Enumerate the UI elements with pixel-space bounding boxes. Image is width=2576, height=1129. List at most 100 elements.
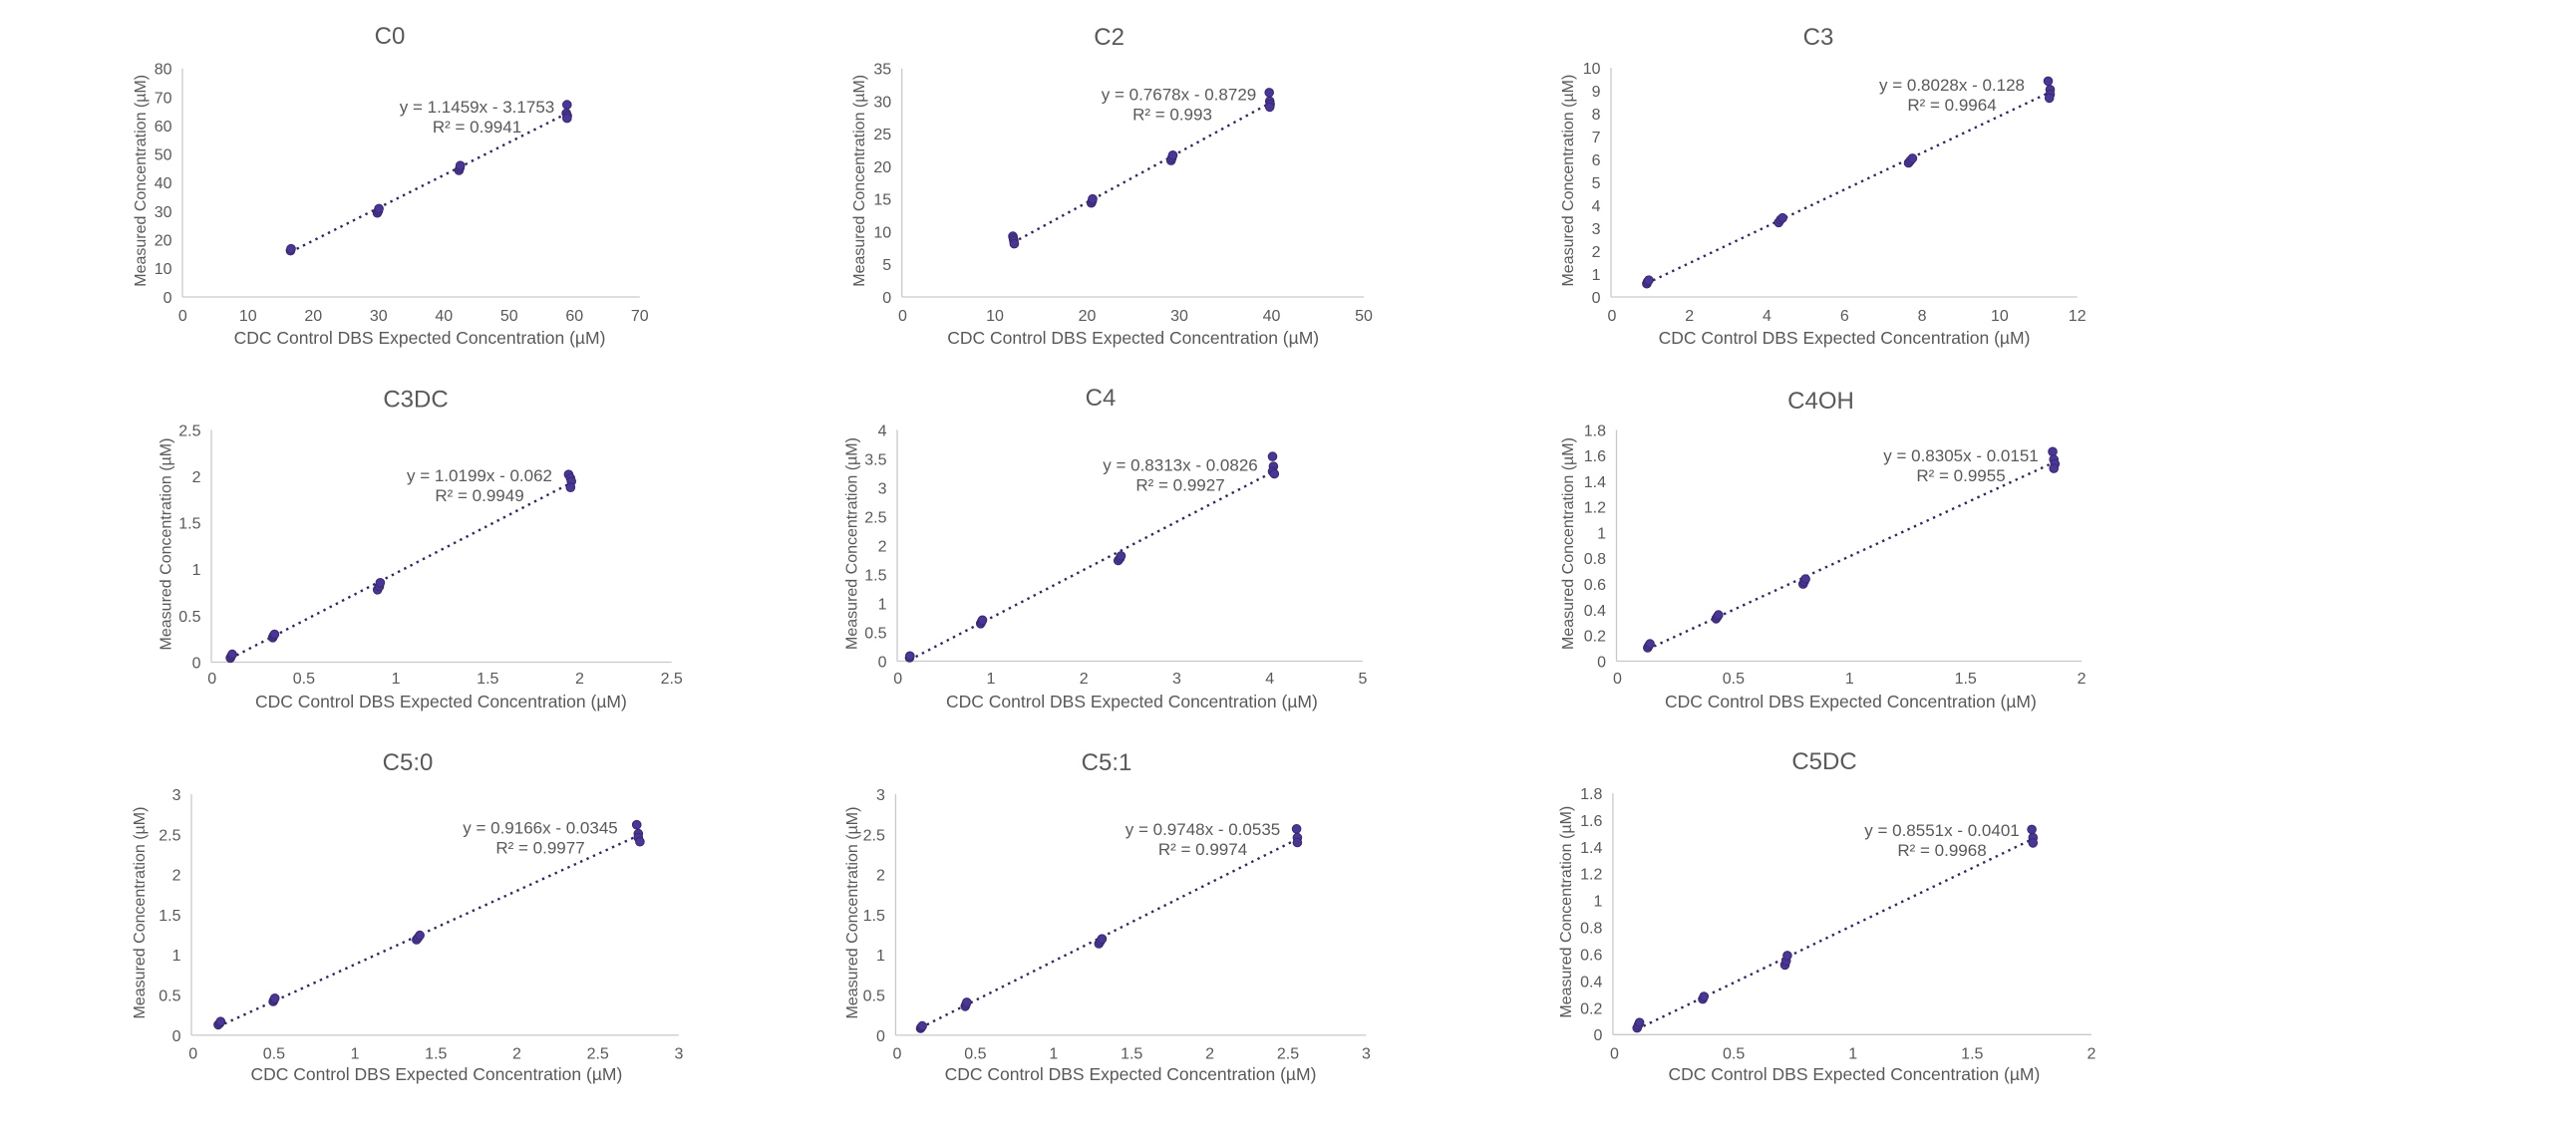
- svg-text:50: 50: [1355, 308, 1373, 325]
- svg-text:y = 0.8028x - 0.128: y = 0.8028x - 0.128: [1879, 76, 2025, 95]
- svg-text:20: 20: [155, 233, 172, 250]
- svg-text:CDC Control DBS Expected Conce: CDC Control DBS Expected Concentration (…: [255, 692, 627, 711]
- svg-text:2.5: 2.5: [863, 827, 885, 844]
- svg-text:C2: C2: [1094, 24, 1125, 51]
- svg-text:2: 2: [512, 1045, 521, 1062]
- svg-text:y = 0.8551x - 0.0401: y = 0.8551x - 0.0401: [1864, 821, 2019, 840]
- svg-text:y = 0.8305x - 0.0151: y = 0.8305x - 0.0151: [1883, 446, 2038, 465]
- svg-text:3: 3: [876, 787, 885, 804]
- svg-text:5: 5: [1592, 175, 1601, 192]
- svg-text:CDC Control DBS Expected Conce: CDC Control DBS Expected Concentration (…: [234, 328, 606, 348]
- svg-text:6: 6: [1840, 308, 1849, 325]
- svg-text:C5DC: C5DC: [1791, 748, 1856, 775]
- svg-text:R² = 0.9955: R² = 0.9955: [1916, 466, 2005, 485]
- svg-text:0: 0: [1607, 308, 1616, 325]
- svg-text:10: 10: [155, 261, 172, 278]
- svg-text:CDC Control DBS Expected Conce: CDC Control DBS Expected Concentration (…: [947, 328, 1319, 348]
- svg-text:0: 0: [178, 308, 187, 325]
- svg-text:1: 1: [986, 671, 995, 688]
- svg-text:C4: C4: [1086, 385, 1117, 412]
- svg-text:5: 5: [1358, 671, 1367, 688]
- svg-text:1.4: 1.4: [1584, 474, 1606, 491]
- svg-text:15: 15: [873, 192, 891, 209]
- svg-text:0: 0: [878, 654, 887, 671]
- svg-text:0.5: 0.5: [293, 671, 315, 688]
- svg-text:50: 50: [155, 147, 172, 164]
- svg-text:60: 60: [565, 308, 583, 325]
- svg-text:0.5: 0.5: [864, 625, 886, 642]
- svg-text:3: 3: [1362, 1045, 1371, 1062]
- svg-text:CDC Control DBS Expected Conce: CDC Control DBS Expected Concentration (…: [946, 692, 1318, 711]
- svg-text:1.2: 1.2: [1584, 500, 1606, 517]
- svg-text:0: 0: [207, 671, 216, 688]
- svg-text:1.2: 1.2: [1580, 867, 1602, 884]
- svg-text:1.5: 1.5: [1955, 671, 1977, 688]
- svg-text:2: 2: [1685, 308, 1694, 325]
- svg-text:1: 1: [1049, 1045, 1058, 1062]
- svg-text:0: 0: [188, 1045, 197, 1062]
- svg-text:20: 20: [1079, 308, 1097, 325]
- svg-text:2.5: 2.5: [587, 1045, 609, 1062]
- svg-text:1: 1: [392, 671, 401, 688]
- svg-text:0: 0: [1593, 1027, 1602, 1044]
- svg-text:25: 25: [873, 127, 891, 143]
- svg-text:0.6: 0.6: [1584, 577, 1606, 594]
- svg-text:1.6: 1.6: [1580, 813, 1602, 830]
- svg-text:0.5: 0.5: [964, 1045, 986, 1062]
- svg-text:C4OH: C4OH: [1787, 388, 1854, 415]
- svg-text:0: 0: [898, 308, 907, 325]
- svg-text:y = 0.9166x - 0.0345: y = 0.9166x - 0.0345: [463, 818, 617, 837]
- svg-text:Measured Concentration (µM): Measured Concentration (µM): [158, 438, 174, 651]
- svg-text:1.5: 1.5: [178, 516, 200, 533]
- svg-text:1: 1: [1593, 894, 1602, 911]
- svg-text:2: 2: [2087, 1045, 2095, 1062]
- svg-text:7: 7: [1592, 130, 1601, 146]
- svg-text:y = 0.8313x - 0.0826: y = 0.8313x - 0.0826: [1103, 455, 1257, 474]
- svg-text:R² = 0.9974: R² = 0.9974: [1158, 840, 1247, 859]
- svg-text:1.4: 1.4: [1580, 840, 1602, 857]
- svg-text:3: 3: [1592, 221, 1601, 238]
- svg-text:60: 60: [155, 119, 172, 136]
- svg-text:1: 1: [1597, 526, 1606, 543]
- svg-text:1: 1: [1845, 671, 1854, 688]
- svg-text:2: 2: [2078, 671, 2087, 688]
- svg-text:1: 1: [192, 562, 201, 579]
- svg-text:1.5: 1.5: [863, 908, 885, 925]
- svg-text:Measured Concentration (µM): Measured Concentration (µM): [132, 807, 149, 1019]
- svg-text:1: 1: [351, 1045, 360, 1062]
- svg-text:10: 10: [1583, 61, 1601, 78]
- svg-text:Measured Concentration (µM): Measured Concentration (µM): [844, 807, 861, 1019]
- svg-text:30: 30: [1170, 308, 1188, 325]
- svg-text:4: 4: [1265, 671, 1274, 688]
- svg-text:y = 1.1459x - 3.1753: y = 1.1459x - 3.1753: [400, 98, 554, 117]
- svg-text:1.5: 1.5: [864, 567, 886, 584]
- svg-text:50: 50: [500, 308, 518, 325]
- svg-text:0.4: 0.4: [1584, 603, 1606, 620]
- svg-text:1: 1: [878, 596, 887, 613]
- svg-text:1.8: 1.8: [1584, 423, 1606, 439]
- svg-text:R² = 0.9941: R² = 0.9941: [433, 118, 521, 137]
- svg-text:0: 0: [1610, 1045, 1619, 1062]
- svg-text:2.5: 2.5: [661, 671, 683, 688]
- svg-text:2.5: 2.5: [178, 423, 200, 439]
- svg-text:70: 70: [155, 90, 172, 107]
- svg-text:12: 12: [2069, 308, 2087, 325]
- svg-text:Measured Concentration (µM): Measured Concentration (µM): [851, 75, 868, 287]
- svg-text:C5:0: C5:0: [383, 749, 434, 776]
- svg-text:2.5: 2.5: [1277, 1045, 1299, 1062]
- svg-text:1.6: 1.6: [1584, 448, 1606, 465]
- svg-text:CDC Control DBS Expected Conce: CDC Control DBS Expected Concentration (…: [1659, 328, 2031, 348]
- svg-text:1: 1: [876, 948, 885, 965]
- svg-text:CDC Control DBS Expected Conce: CDC Control DBS Expected Concentration (…: [1665, 692, 2037, 711]
- svg-text:30: 30: [370, 308, 388, 325]
- svg-text:0: 0: [1592, 290, 1601, 307]
- svg-text:2: 2: [1080, 671, 1089, 688]
- svg-text:8: 8: [1918, 308, 1927, 325]
- svg-text:2: 2: [1205, 1045, 1214, 1062]
- svg-text:2: 2: [575, 671, 584, 688]
- svg-text:0.2: 0.2: [1584, 629, 1606, 646]
- svg-text:0.5: 0.5: [263, 1045, 285, 1062]
- svg-text:1.5: 1.5: [1961, 1045, 1983, 1062]
- svg-text:Measured Concentration (µM): Measured Concentration (µM): [1558, 806, 1575, 1018]
- svg-text:y = 0.7678x - 0.8729: y = 0.7678x - 0.8729: [1102, 85, 1256, 104]
